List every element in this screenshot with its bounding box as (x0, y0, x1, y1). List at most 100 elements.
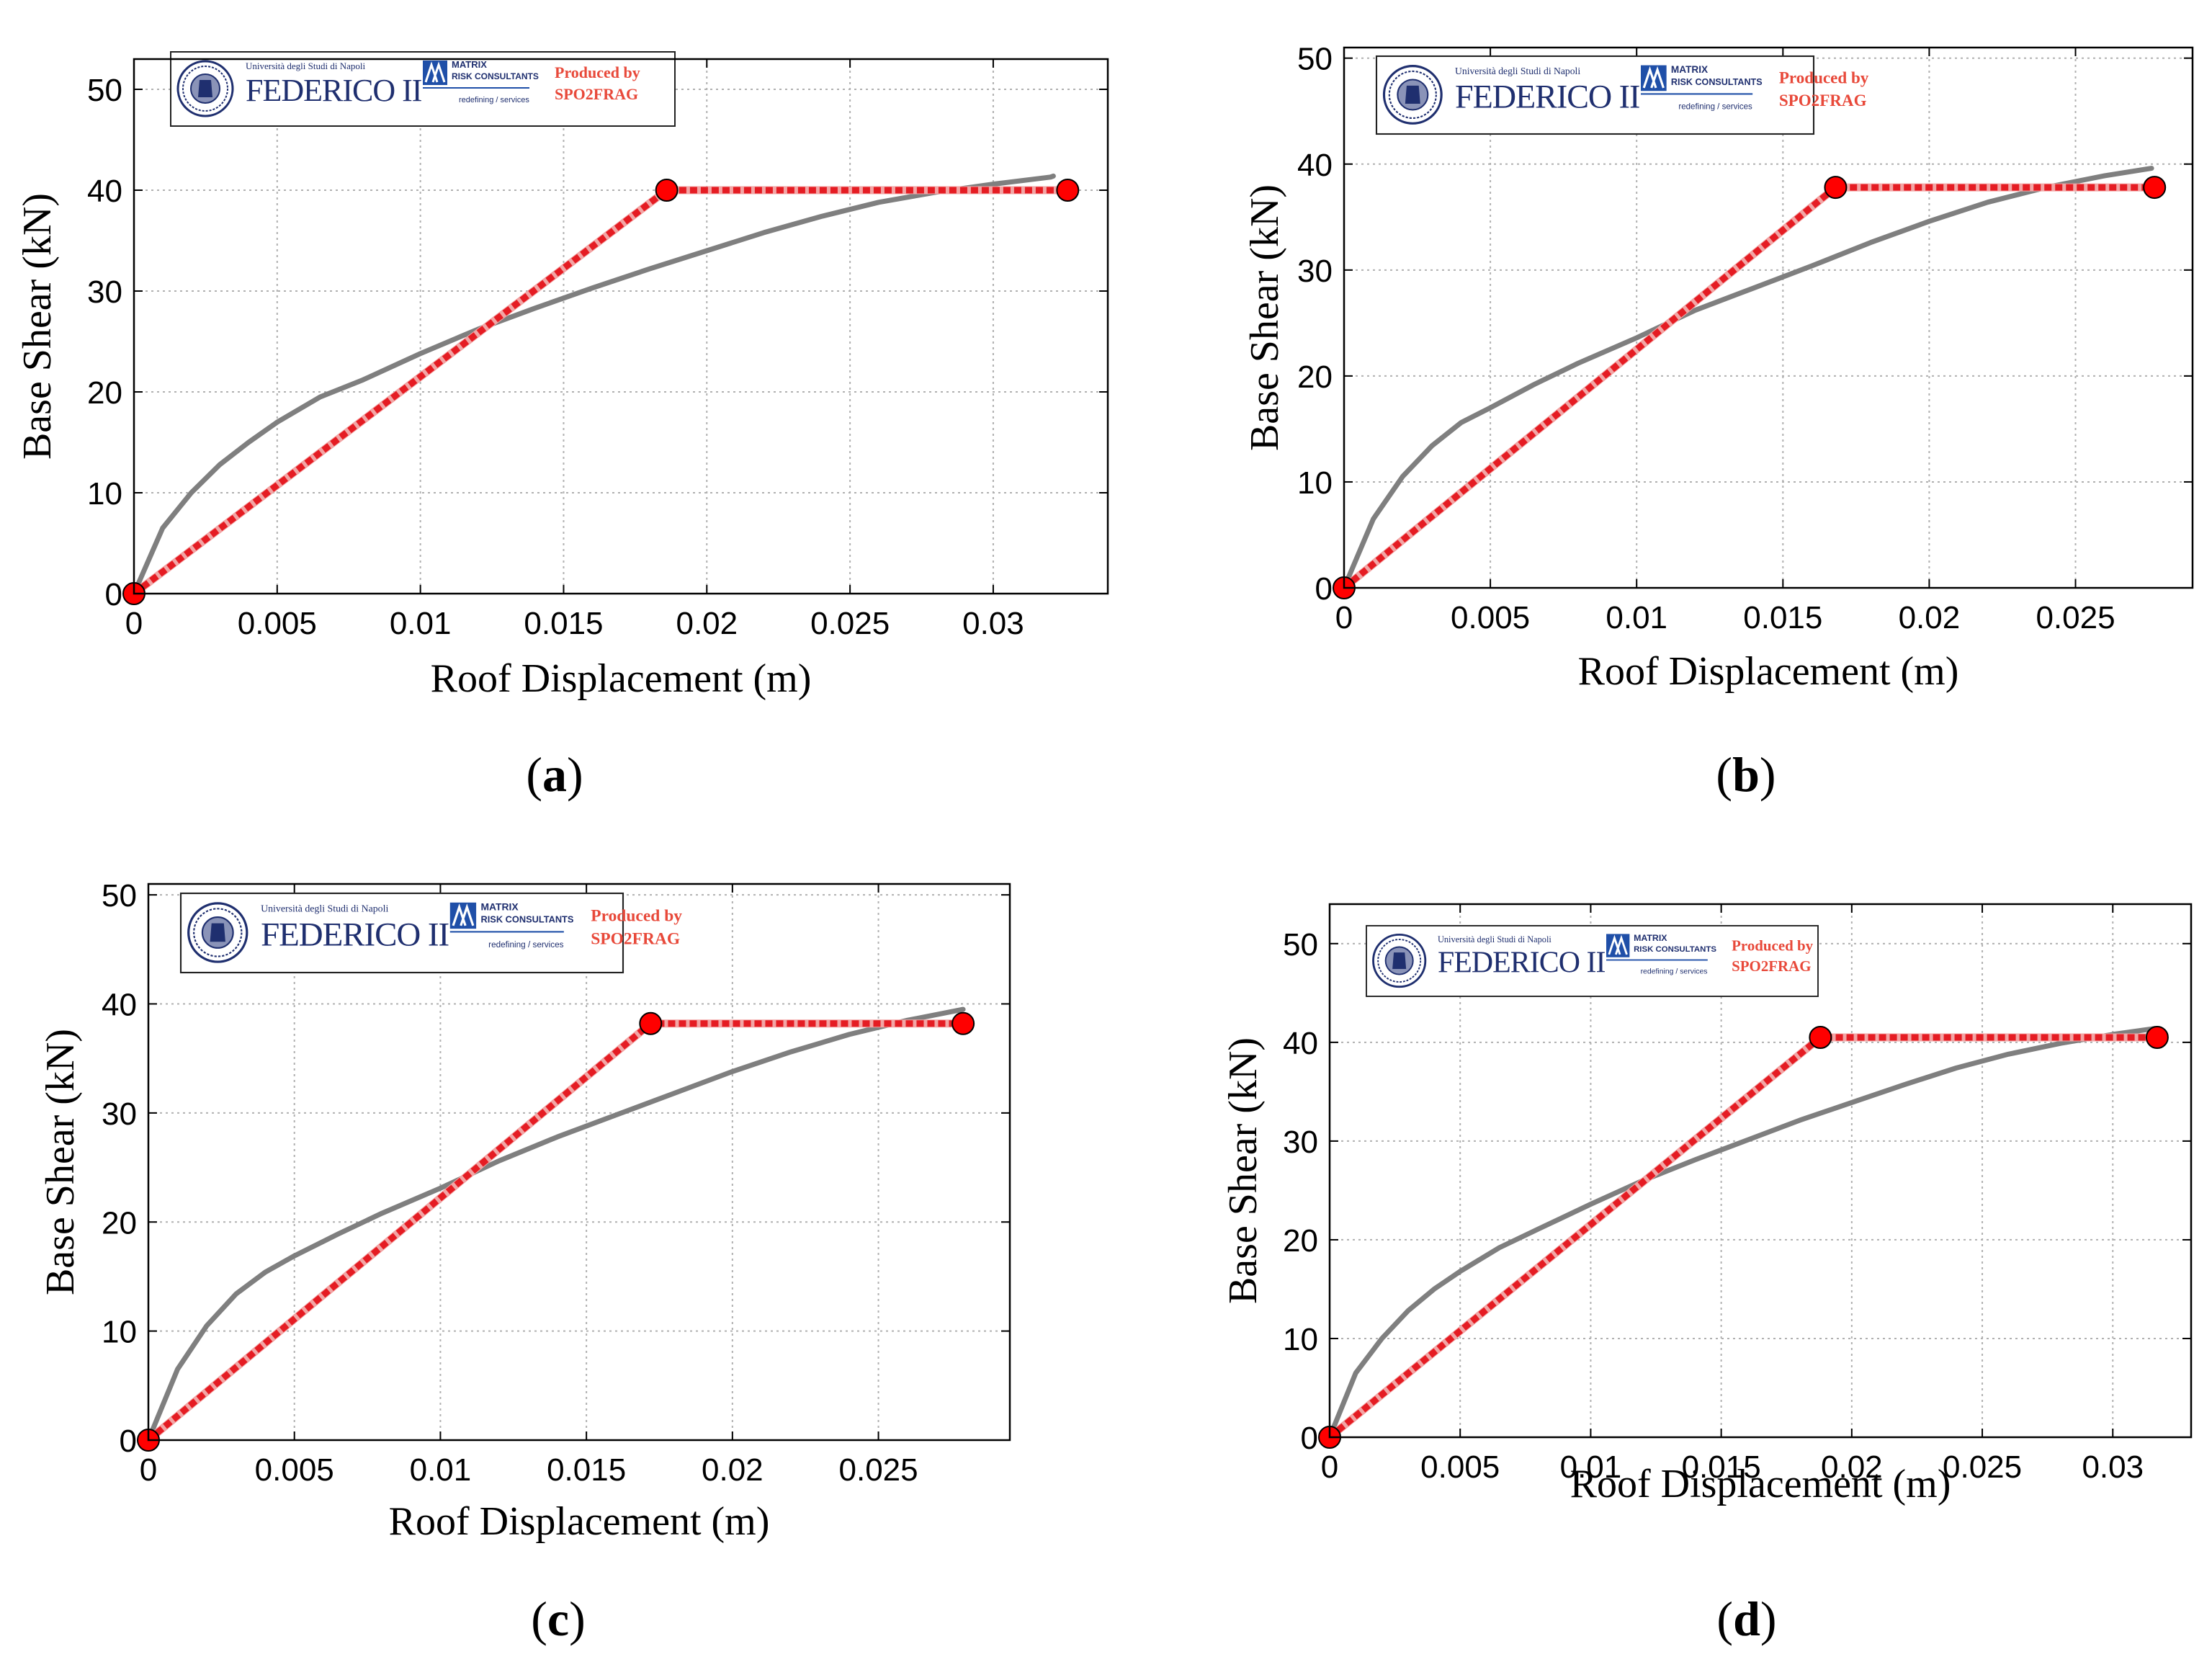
matrix-logo-mark (1642, 66, 1665, 89)
y-tick-label: 50 (1283, 927, 1318, 962)
x-tick-label: 0.03 (962, 606, 1024, 641)
logo-matrix-line1: MATRIX (1634, 933, 1667, 943)
bilinear-point (951, 1011, 975, 1035)
x-tick-label: 0.005 (1451, 600, 1530, 635)
y-axis-label: Base Shear (kN) (15, 193, 60, 460)
bilinear-line (132, 187, 1068, 597)
plot-area (148, 884, 1010, 1440)
logo-matrix-line2: RISK CONSULTANTS (452, 71, 539, 81)
seal-inner-ring (193, 908, 243, 957)
y-tick-label: 30 (87, 274, 122, 310)
logo-tagline: redefining / services (488, 940, 563, 950)
plot-area (1344, 48, 2193, 588)
logo-tagline: redefining / services (459, 96, 529, 104)
seal-figure (1392, 952, 1407, 969)
bilinear-point (639, 1011, 663, 1035)
logo-frame (1375, 55, 1815, 135)
plot-frame (1343, 46, 2194, 589)
caption-letter: b (1732, 747, 1760, 802)
y-tick-label: 10 (1297, 465, 1333, 501)
logo-federico: FEDERICO II (1455, 78, 1639, 115)
logo-matrix-line1: MATRIX (452, 59, 487, 70)
logo-produced-line1: Produced by (1779, 68, 1869, 87)
bilinear-point (1824, 176, 1848, 200)
seal-figure (1405, 85, 1420, 104)
caption-letter: c (547, 1591, 569, 1646)
caption-paren-open: ( (1716, 747, 1732, 802)
y-tick-label: 20 (1297, 359, 1333, 395)
charts-container: 0 0.005 0.01 0.015 0.02 0.025 0.03 0 10 20 30 40 50 R… (15, 42, 2194, 1646)
y-tick-label: 40 (1297, 148, 1333, 183)
x-tick-label: 0 (125, 606, 143, 641)
logo-box: Università degli Studi di Napoli FEDERICO… (170, 51, 676, 127)
panel-caption: (d) (1716, 1591, 1776, 1646)
logo-university-line: Università degli Studi di Napoli (1455, 66, 1580, 76)
caption-letter: a (542, 747, 567, 802)
x-tick-label: 0.015 (1743, 600, 1822, 635)
x-tick-label: 0.015 (1682, 1449, 1761, 1485)
x-tick-label: 0.025 (810, 606, 890, 641)
x-tick-label: 0 (1335, 600, 1353, 635)
matrix-logo-icon (423, 61, 447, 85)
logo-produced-line2: SPO2FRAG (591, 929, 680, 948)
y-tick-label: 20 (87, 375, 122, 411)
chart-panel-d: 0 0.005 0.01 0.015 0.02 0.025 0.03 0 10 20 30 40 50 R… (1221, 903, 2193, 1646)
y-tick-label: 40 (1283, 1026, 1318, 1061)
seal-figure (210, 923, 225, 942)
logo-tagline: redefining / services (1641, 968, 1708, 976)
x-tick-label: 0.02 (1899, 600, 1961, 635)
logo-produced-line2: SPO2FRAG (555, 85, 638, 103)
y-tick-label: 20 (1283, 1223, 1318, 1259)
y-tick-label: 0 (105, 577, 122, 612)
y-axis-label: Base Shear (kN) (1242, 184, 1287, 451)
y-tick-label: 10 (102, 1315, 137, 1350)
plot-frame (1328, 903, 2193, 1439)
matrix-logo-mark (1608, 934, 1628, 955)
logo-produced-line1: Produced by (591, 906, 682, 925)
x-tick-label: 0.015 (547, 1452, 626, 1488)
x-tick-label: 0.02 (702, 1452, 764, 1488)
y-tick-label: 50 (102, 878, 137, 913)
y-tick-label: 0 (120, 1424, 137, 1459)
x-tick-label: 0.025 (839, 1452, 918, 1488)
caption-paren-close: ) (1760, 1591, 1777, 1646)
y-axis-label: Base Shear (kN) (38, 1029, 83, 1295)
logo-produced-line2: SPO2FRAG (1732, 957, 1811, 975)
x-tick-label: 0.01 (1606, 600, 1667, 635)
logo-frame (179, 892, 624, 974)
university-seal-icon (187, 902, 248, 963)
y-tick-label: 30 (1297, 254, 1333, 289)
caption-paren-close: ) (1760, 747, 1776, 802)
logo-produced-line2: SPO2FRAG (1779, 91, 1867, 110)
y-tick-label: 40 (102, 988, 137, 1023)
seal-inner-ring (1377, 939, 1422, 983)
university-seal-icon (1372, 933, 1427, 988)
x-tick-label: 0.01 (410, 1452, 472, 1488)
logo-university-line: Università degli Studi di Napoli (246, 61, 365, 71)
y-tick-label: 30 (1283, 1125, 1318, 1160)
caption-paren-close: ) (567, 747, 583, 802)
pushover-curve-line (1327, 1026, 2157, 1440)
y-tick-label: 50 (1297, 42, 1333, 77)
chart-panel-a: 0 0.005 0.01 0.015 0.02 0.025 0.03 0 10 20 30 40 50 R… (15, 51, 1109, 802)
y-tick-label: 10 (1283, 1322, 1318, 1357)
logo-produced-line1: Produced by (555, 63, 640, 81)
seal-inner-ring (182, 66, 228, 112)
plot-frame (147, 883, 1011, 1442)
matrix-logo-icon (449, 902, 477, 929)
bilinear-point (1056, 179, 1080, 202)
x-tick-label: 0.025 (2036, 600, 2115, 635)
x-tick-label: 0.02 (676, 606, 738, 641)
x-tick-label: 0.015 (524, 606, 603, 641)
y-tick-label: 10 (87, 476, 122, 511)
panel-caption: (a) (526, 747, 583, 802)
logo-produced-line1: Produced by (1732, 937, 1813, 954)
x-axis-label: Roof Displacement (m) (431, 656, 812, 701)
logo-federico: FEDERICO II (261, 916, 449, 954)
logo-university-line: Università degli Studi di Napoli (261, 904, 388, 915)
y-tick-label: 40 (87, 174, 122, 209)
plot-frame (133, 58, 1109, 595)
logo-tagline: redefining / services (1678, 102, 1752, 111)
x-axis-label: Roof Displacement (m) (1578, 649, 1959, 694)
